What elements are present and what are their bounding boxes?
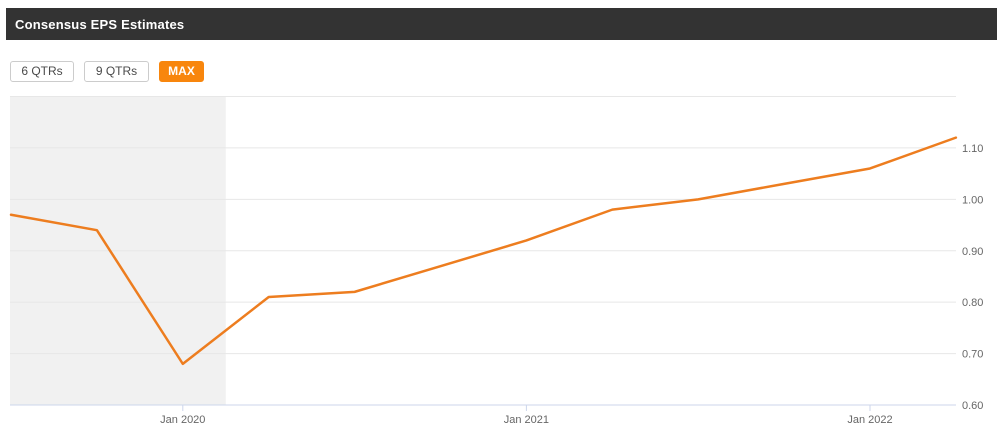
panel-header: Consensus EPS Estimates [6, 8, 997, 40]
eps-chart[interactable]: Jan 2020 Jan 2021 Jan 2022 0.60 0.70 0.80 0.90… [0, 95, 1003, 445]
x-axis-label: Jan 2020 [160, 414, 205, 426]
y-axis-label: 1.10 [962, 143, 983, 155]
range-button-9qtrs[interactable]: 9 QTRs [84, 61, 149, 82]
range-toolbar: 6 QTRs 9 QTRs MAX [10, 61, 204, 82]
y-axis-label: 0.80 [962, 297, 983, 309]
eps-chart-svg[interactable]: Jan 2020 Jan 2021 Jan 2022 0.60 0.70 0.80 0.90… [0, 95, 1003, 445]
y-axis-label: 1.00 [962, 194, 983, 206]
eps-series-line [9, 136, 958, 366]
range-button-6qtrs[interactable]: 6 QTRs [10, 61, 74, 82]
range-button-max[interactable]: MAX [159, 61, 204, 82]
y-axis-label: 0.70 [962, 349, 983, 361]
y-axis-label: 0.60 [962, 400, 983, 412]
panel-title: Consensus EPS Estimates [15, 16, 185, 32]
x-axis-label: Jan 2022 [847, 414, 892, 426]
x-axis-label: Jan 2021 [504, 414, 549, 426]
y-axis-label: 0.90 [962, 246, 983, 258]
